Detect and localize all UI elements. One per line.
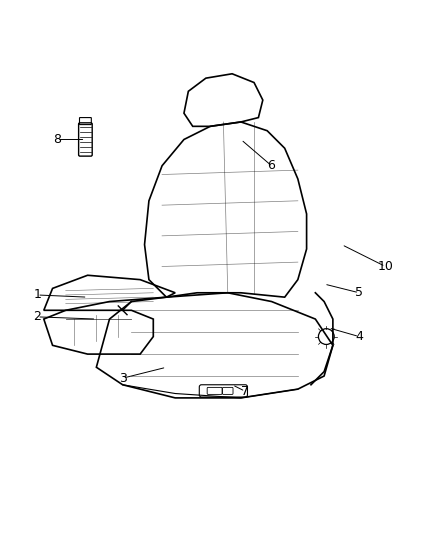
Text: 2: 2 bbox=[33, 310, 41, 324]
Text: 3: 3 bbox=[119, 372, 127, 385]
Text: 5: 5 bbox=[355, 286, 363, 300]
Text: 1: 1 bbox=[33, 288, 41, 302]
Text: 7: 7 bbox=[241, 385, 249, 398]
Text: 4: 4 bbox=[355, 330, 363, 343]
Text: 8: 8 bbox=[53, 133, 61, 146]
Text: 6: 6 bbox=[268, 159, 276, 172]
Text: 10: 10 bbox=[378, 260, 393, 273]
